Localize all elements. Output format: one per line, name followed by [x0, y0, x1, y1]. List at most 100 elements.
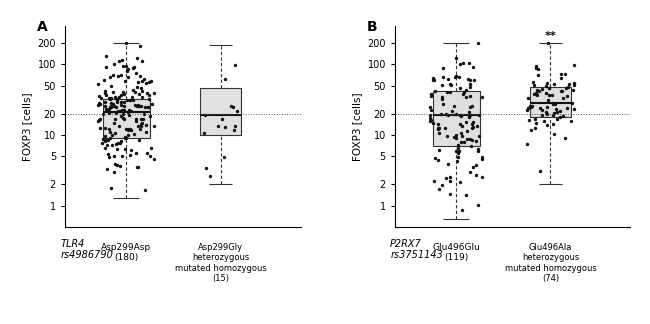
Text: B: B — [367, 20, 377, 34]
Point — [123, 127, 133, 132]
Point — [464, 60, 474, 65]
Point — [123, 66, 133, 72]
Point — [473, 202, 483, 208]
Point — [229, 127, 239, 132]
Point — [114, 140, 125, 145]
Point — [129, 131, 139, 136]
Point — [105, 105, 115, 110]
Point — [116, 139, 126, 144]
Point — [126, 148, 136, 153]
Point — [111, 110, 121, 116]
Point — [125, 98, 136, 103]
Point — [526, 103, 537, 109]
Point — [135, 126, 145, 132]
Point — [146, 78, 157, 84]
Point — [560, 71, 571, 76]
Point — [534, 168, 545, 173]
Point — [124, 113, 135, 118]
Point — [141, 122, 151, 128]
Point — [121, 40, 131, 46]
Point — [437, 66, 448, 71]
Point — [145, 114, 155, 119]
Point — [465, 169, 475, 174]
Point — [116, 72, 127, 77]
Point — [135, 74, 146, 79]
Point — [118, 91, 129, 96]
Point — [118, 115, 129, 120]
Point — [537, 112, 547, 117]
Point — [425, 117, 436, 122]
Point — [103, 95, 114, 100]
Point — [567, 100, 577, 106]
Point — [98, 112, 109, 117]
Point — [477, 155, 488, 160]
Point — [537, 86, 547, 91]
Point — [130, 89, 140, 94]
Point — [456, 131, 466, 136]
Text: Asp299Gly
heterozygous
mutated homozygous
(15): Asp299Gly heterozygous mutated homozygou… — [175, 243, 266, 283]
Point — [104, 110, 114, 115]
Point — [147, 102, 157, 107]
Point — [232, 109, 242, 114]
Point — [455, 61, 465, 66]
Point — [460, 192, 471, 197]
Point — [140, 187, 151, 192]
Point — [569, 106, 580, 111]
Point — [547, 92, 557, 97]
Point — [213, 123, 224, 129]
Point — [112, 146, 122, 152]
Point — [461, 119, 471, 124]
Point — [425, 116, 436, 121]
Point — [467, 137, 477, 142]
Point — [543, 85, 554, 90]
Point — [94, 100, 104, 106]
Point — [434, 125, 444, 131]
Point — [569, 62, 580, 67]
Point — [100, 125, 110, 131]
Point — [454, 180, 465, 185]
Point — [104, 127, 114, 132]
Point — [445, 89, 455, 94]
Point — [131, 71, 142, 76]
Point — [473, 148, 483, 153]
Point — [551, 106, 561, 111]
Point — [462, 137, 473, 142]
Point — [115, 108, 125, 113]
Point — [531, 121, 541, 126]
Point — [133, 102, 143, 108]
Point — [549, 81, 559, 86]
Point — [105, 96, 115, 101]
Point — [476, 95, 487, 100]
Y-axis label: FOXP3 [cells]: FOXP3 [cells] — [352, 92, 362, 161]
Point — [523, 96, 533, 101]
Point — [105, 96, 116, 101]
Point — [468, 119, 478, 124]
Point — [125, 109, 136, 114]
Point — [441, 112, 452, 117]
Point — [148, 123, 159, 128]
Point — [473, 147, 483, 152]
Point — [437, 82, 447, 87]
Point — [468, 165, 478, 170]
Point — [551, 110, 562, 115]
Point — [133, 123, 143, 129]
Point — [98, 78, 109, 83]
Point — [534, 88, 545, 93]
Point — [562, 106, 573, 111]
Point — [430, 88, 441, 93]
Point — [450, 132, 461, 137]
Point — [118, 99, 129, 105]
Point — [557, 89, 567, 94]
Point — [100, 88, 110, 93]
Point — [430, 155, 441, 160]
Point — [111, 142, 122, 147]
Point — [101, 143, 112, 148]
Point — [530, 117, 540, 122]
Point — [116, 93, 126, 98]
Point — [109, 120, 120, 125]
Point — [205, 173, 215, 179]
Point — [527, 79, 538, 84]
Point — [105, 130, 115, 135]
Point — [127, 87, 138, 93]
Point — [538, 119, 549, 124]
